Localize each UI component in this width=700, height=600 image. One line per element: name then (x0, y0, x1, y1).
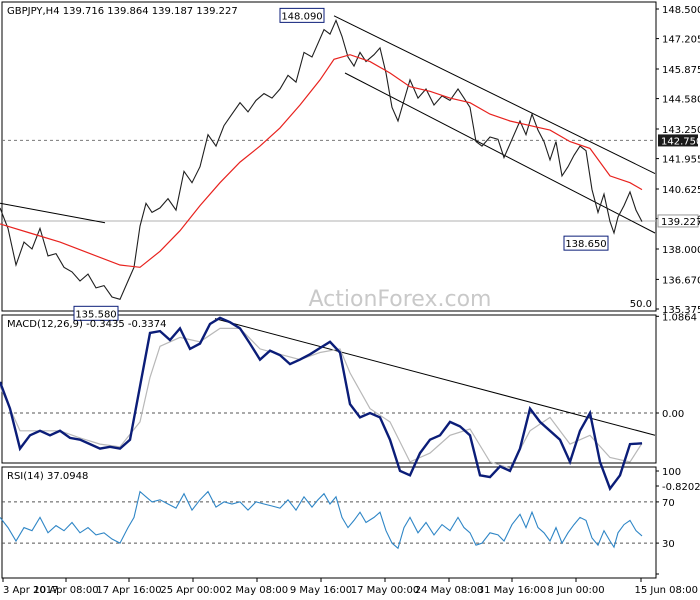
price-ytick-label-0: 148.500 (662, 5, 700, 16)
xtick-label-4: 2 May 08:00 (226, 585, 288, 596)
xtick-label-3: 25 Apr 00:00 (160, 585, 225, 596)
rsi-line (0, 490, 643, 550)
macd-panel-frame (1, 314, 657, 464)
trendlines (0, 15, 656, 234)
macd-y-axis: 1.0864 0.00 -0.8202 (656, 312, 700, 493)
annotation-label-3: 135.580 (75, 309, 116, 320)
macd-ytick-label-0: 1.0864 (662, 312, 697, 323)
current-price-axis-badge-label: 139.227 (661, 217, 700, 228)
xtick-label-1: 10 Apr 08:00 (33, 585, 98, 596)
annotation-box-1 (279, 7, 325, 23)
rsi-ytick-label-2: 30 (662, 539, 675, 550)
annotation-label-1: 148.090 (281, 11, 322, 22)
watermark: ActionForex.com (309, 287, 492, 312)
current-price-axis-badge (657, 214, 699, 228)
xtick-label-10: 15 Jun 08:00 (634, 585, 698, 596)
xtick-label-6: 17 May 00:00 (351, 585, 420, 596)
xtick-label-2: 17 Apr 16:00 (96, 585, 161, 596)
trendline-2 (333, 15, 656, 175)
price-annotations: 148.090 138.650 135.580 (73, 7, 609, 321)
macd-line (0, 316, 643, 492)
xtick-label-9: 8 Jun 00:00 (547, 585, 604, 596)
annotation-label-2: 138.650 (565, 239, 606, 250)
price-ytick-label-4: 143.250 (662, 125, 700, 136)
price-ytick-label-8: 138.000 (662, 245, 700, 256)
price-panel-frame (1, 1, 657, 312)
macd-trendline (214, 318, 656, 436)
xtick-label-7: 24 May 08:00 (415, 585, 484, 596)
price-ytick-label-2: 145.875 (662, 65, 700, 76)
macd-signal-line (0, 327, 643, 469)
xtick-label-8: 31 May 16:00 (478, 585, 547, 596)
level-axis-badge (658, 134, 698, 147)
macd-ytick-label-2: -0.8202 (662, 482, 700, 493)
annotation-box-3 (73, 305, 119, 321)
price-ytick-label-10: 135.375 (662, 305, 700, 316)
price-ytick-label-6: 140.625 (662, 185, 700, 196)
rsi-panel-title: RSI(14) 37.0948 (7, 471, 88, 482)
price-ytick-label-3: 144.580 (662, 95, 700, 106)
price-ytick-label-5: 141.955 (662, 155, 700, 166)
moving-average-line (0, 54, 643, 268)
rsi-ytick-label-1: 70 (662, 498, 675, 509)
macd-layer (0, 316, 656, 492)
xtick-label-5: 9 May 16:00 (290, 585, 352, 596)
trendline-3 (344, 72, 656, 234)
price-ytick-label-1: 147.205 (662, 35, 700, 46)
xtick-label-0: 3 Apr 2017 (3, 585, 58, 596)
price-panel-title: GBPJPY,H4 139.716 139.864 139.187 139.22… (7, 6, 238, 17)
price-y-axis: 148.500 147.205 145.875 144.580 143.250 141.9… (656, 5, 700, 316)
trendline-1 (0, 202, 106, 224)
level-axis-badge-label: 142.750 (661, 136, 700, 147)
macd-panel-title: MACD(12,26,9) -0.3435 -0.3374 (7, 319, 167, 330)
macd-ytick-label-1: 0.00 (662, 409, 684, 420)
price-layer: 148.090 138.650 135.580 (0, 7, 656, 321)
rsi-layer (0, 490, 656, 550)
price-ytick-label-9: 136.670 (662, 275, 700, 286)
annotation-box-2 (563, 235, 609, 251)
rsi-panel-frame (1, 466, 657, 579)
price-series-line (0, 18, 643, 300)
fib-50-label: 50.0 (630, 299, 652, 310)
rsi-ytick-label-0: 100 (662, 467, 681, 478)
rsi-y-axis: 100 70 30 (656, 467, 681, 575)
